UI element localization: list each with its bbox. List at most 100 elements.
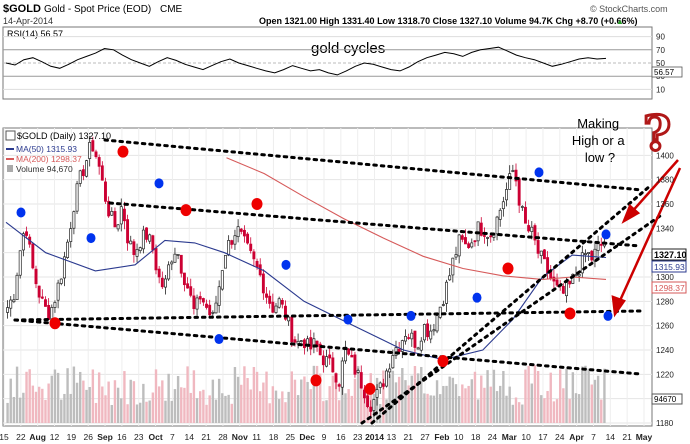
volume-bar — [189, 392, 192, 423]
volume-bar — [527, 365, 530, 423]
volume-bar — [202, 389, 205, 423]
price-tick-label: 1260 — [656, 322, 674, 331]
candle-body — [34, 268, 38, 285]
date-tick-label: 19 — [67, 432, 77, 442]
candle-body — [362, 389, 366, 399]
candle-body — [293, 339, 297, 343]
candle-body — [426, 323, 430, 338]
volume-bar — [176, 376, 180, 423]
volume-bar — [379, 404, 382, 423]
volume-bar — [240, 384, 243, 423]
date-tick-label: 13 — [387, 432, 397, 442]
candle-body — [584, 253, 587, 255]
candle-body — [290, 316, 294, 343]
volume-bar — [132, 381, 136, 423]
date-tick-label: 15 — [0, 432, 9, 442]
date-tick-label: 10 — [454, 432, 464, 442]
volume-bar — [416, 373, 420, 423]
candle-body — [460, 235, 464, 240]
candle-body — [233, 235, 237, 245]
candle-body — [62, 256, 66, 279]
volume-bar — [63, 393, 66, 423]
candle-body — [37, 285, 41, 298]
volume-bar — [28, 369, 31, 423]
candle-body — [568, 280, 572, 285]
candle-body — [470, 242, 474, 248]
volume-bar — [432, 395, 436, 423]
date-tick-label: 16 — [336, 432, 346, 442]
ma50-badge-box — [651, 260, 687, 273]
volume-bar — [72, 366, 76, 423]
volume-bar — [457, 396, 461, 423]
candle-body — [561, 285, 565, 294]
volume-bar — [79, 371, 82, 423]
volume-bar — [255, 371, 259, 423]
rsi-badge-box — [651, 66, 683, 78]
watermark: © StockCharts.com — [590, 4, 668, 14]
candle-body — [261, 273, 265, 294]
volume-bar — [517, 402, 521, 423]
candle-body — [353, 354, 357, 375]
volume-bar — [363, 387, 366, 423]
candle-body — [350, 354, 354, 358]
candle-body — [287, 316, 291, 322]
volume-bar — [101, 386, 104, 423]
volume-bar — [34, 391, 38, 423]
candle-body — [587, 252, 591, 255]
volume-bar — [540, 395, 543, 423]
cycle-high-marker — [154, 178, 164, 189]
volume-bar — [445, 385, 448, 423]
trendlines — [13, 138, 662, 425]
volume-bar — [495, 391, 499, 423]
candle-body — [381, 383, 385, 387]
volume-bar — [233, 367, 237, 423]
volume-bar — [192, 370, 196, 423]
candle-body — [419, 340, 423, 351]
candle-body — [173, 253, 177, 263]
volume-bar — [574, 393, 578, 423]
volume-bar — [277, 399, 281, 423]
volume-bar — [549, 372, 552, 423]
volume-bar — [208, 395, 211, 423]
candle-body — [224, 255, 227, 269]
volume-bar — [120, 398, 123, 423]
volume-badge: 94670 — [654, 395, 677, 404]
volume-bar — [350, 395, 353, 423]
volume-bar — [180, 387, 183, 423]
cycle-low-marker — [564, 307, 576, 320]
price-tick-label: 1220 — [656, 370, 674, 379]
volume-bar — [486, 370, 489, 423]
cycle-high-marker — [603, 310, 613, 321]
price-legend: $GOLD (Daily) 1327.10 MA(50) 1315.93 MA(… — [5, 130, 111, 174]
volume-bar — [116, 387, 120, 423]
volume-bar — [322, 401, 325, 423]
candle-body — [501, 201, 505, 210]
candle-body — [356, 370, 360, 373]
volume-bar — [562, 388, 565, 423]
date-tick-label: Oct — [148, 432, 162, 442]
volume-bar — [454, 384, 458, 423]
ma50-badge: 1315.93 — [654, 262, 685, 272]
candle-body — [445, 281, 448, 304]
candle-body — [15, 274, 19, 300]
volume-bar — [157, 386, 161, 423]
candle-body — [217, 286, 221, 306]
cycle-low-marker — [251, 198, 263, 210]
date-tick-label: Mar — [502, 432, 518, 442]
exchange: CME — [160, 4, 183, 15]
candle-body — [467, 243, 471, 248]
volume-bar — [56, 372, 60, 423]
candle-body — [400, 340, 404, 352]
volume-bar — [284, 402, 287, 423]
volume-badge-box — [651, 393, 683, 405]
candle-legend-icon — [5, 130, 16, 141]
cycle-low-marker — [364, 382, 376, 395]
candle-body — [372, 399, 376, 411]
trendline-support — [13, 309, 642, 322]
price-tick-label: 1380 — [656, 176, 674, 185]
volume-bar — [461, 384, 464, 423]
volume-bar — [104, 395, 107, 423]
rsi-line — [5, 46, 607, 76]
volume-bar — [306, 381, 309, 423]
volume-bar — [312, 365, 316, 423]
